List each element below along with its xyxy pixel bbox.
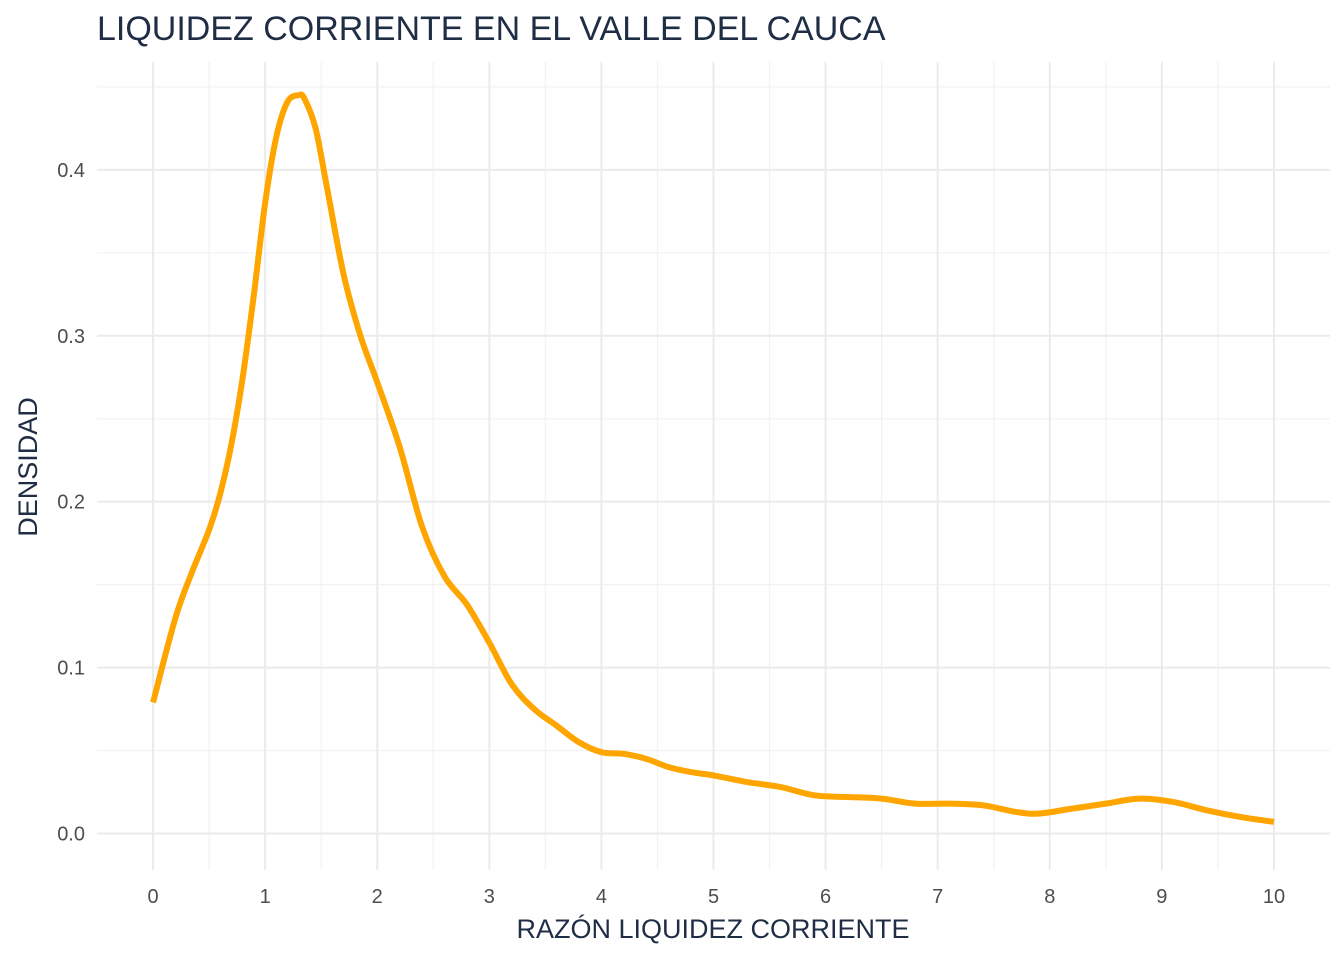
x-tick-label: 3: [484, 886, 495, 908]
x-tick-label: 2: [372, 886, 383, 908]
density-curve: [150, 91, 1275, 825]
y-tick-label: 0.2: [57, 492, 85, 514]
x-tick-label: 8: [1044, 886, 1055, 908]
x-tick-label: 6: [820, 886, 831, 908]
y-tick-label: 0.3: [57, 326, 85, 348]
x-tick-label: 10: [1263, 886, 1285, 908]
y-tick-label: 0.4: [57, 160, 85, 182]
x-tick-label: 7: [932, 886, 943, 908]
x-axis-title: RAZÓN LIQUIDEZ CORRIENTE: [516, 913, 909, 944]
series-layer: [150, 91, 1275, 825]
x-tick-label: 4: [596, 886, 607, 908]
chart-title: LIQUIDEZ CORRIENTE EN EL VALLE DEL CAUCA: [97, 10, 886, 48]
y-tick-label: 0.0: [57, 823, 85, 845]
y-tick-label: 0.1: [57, 658, 85, 680]
x-tick-label: 0: [147, 886, 158, 908]
grid-layer: [97, 62, 1330, 870]
tick-layer: 0 1 2 3 4 5 6 7 8 9 10 0.0 0.1 0.2 0.3 0.4: [57, 160, 1285, 908]
x-tick-label: 9: [1156, 886, 1167, 908]
x-tick-label: 1: [260, 886, 271, 908]
x-tick-label: 5: [708, 886, 719, 908]
y-axis-title: DENSIDAD: [13, 397, 43, 537]
